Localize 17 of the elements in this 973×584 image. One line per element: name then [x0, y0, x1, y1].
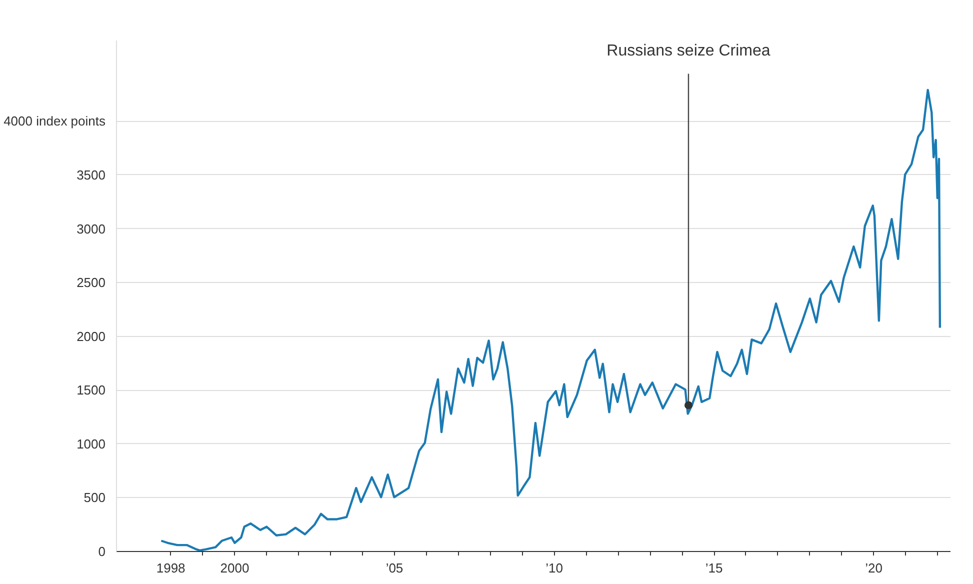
- x-tick-label: ’05: [386, 560, 404, 576]
- x-tick-label: 1998: [156, 560, 186, 576]
- y-tick-label: 1500: [76, 382, 106, 398]
- x-tick-label: ’20: [865, 560, 882, 576]
- y-tick-label: 0: [98, 544, 106, 559]
- y-tick-label: 2500: [76, 275, 106, 290]
- y-tick-label: 3000: [76, 221, 106, 236]
- x-tick-label: ’10: [546, 560, 563, 576]
- y-tick-label: 1000: [76, 436, 106, 452]
- y-tick-label: 3500: [76, 167, 106, 182]
- y-tick-label: 2000: [76, 328, 106, 344]
- x-tick-label: 2000: [220, 560, 250, 576]
- y-tick-label: 4000 index points: [4, 114, 106, 129]
- x-tick-label: ’15: [705, 560, 723, 576]
- annotation: Russians seize Crimea: [606, 42, 770, 60]
- y-tick-label: 500: [84, 490, 106, 506]
- line-series: [160, 88, 942, 552]
